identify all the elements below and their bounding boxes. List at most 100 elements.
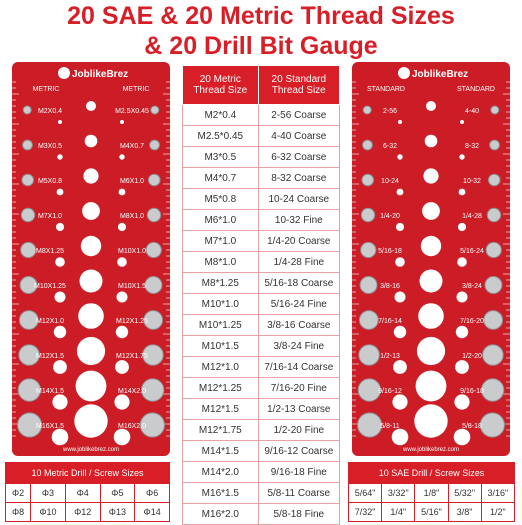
thread-label: M8X1.25: [36, 248, 64, 255]
drill-hole: [76, 336, 106, 366]
thread-bolt: [361, 173, 375, 187]
thread-bolt: [21, 173, 35, 187]
drill-hole: [116, 291, 128, 303]
drill-hole: [416, 336, 446, 366]
thread-label: M10X1.25: [34, 283, 66, 290]
drill-hole: [418, 303, 444, 329]
table-cell: M10*1.0: [182, 293, 259, 315]
drill-hole: [55, 257, 65, 267]
drill-hole: [395, 257, 405, 267]
thread-label: M12X1.75: [116, 353, 148, 360]
drill-hole: [80, 235, 102, 257]
thread-bolt: [150, 105, 160, 115]
table-cell: M16*1.5: [182, 482, 259, 504]
drill-hole: [395, 222, 405, 232]
thread-bolt: [489, 139, 500, 151]
thread-bolt: [139, 412, 165, 438]
table-cell: M14*2.0: [182, 461, 259, 483]
table-row: M8*1.0 1/4-28 Fine: [182, 251, 341, 273]
table-cell: Φ5: [99, 483, 136, 503]
drill-hole: [119, 154, 125, 160]
table-row: M10*1.25 3/8-16 Coarse: [182, 314, 341, 336]
drill-hole: [114, 394, 130, 410]
thread-bolt: [487, 173, 501, 187]
plate-shade: [12, 62, 170, 456]
table-row: M4*0.7 8-32 Coarse: [182, 167, 341, 189]
thread-bolt: [358, 344, 380, 366]
table-cell: M12*1.0: [182, 356, 259, 378]
table-cell: 7/16-20 Fine: [257, 377, 341, 399]
drill-hole: [423, 168, 439, 184]
drill-hole: [54, 291, 66, 303]
thread-bolt: [479, 412, 505, 438]
thread-label: M14X2.0: [118, 388, 146, 395]
thread-bolt: [486, 207, 502, 223]
thread-label: 1/2-13: [380, 353, 400, 360]
scale-label: METRIC: [123, 86, 150, 93]
headline: & 20 Drill Bit Gauge: [144, 32, 378, 60]
drill-hole: [457, 222, 467, 232]
thread-label: M2X0.4: [38, 108, 62, 115]
thread-bolt: [17, 412, 43, 438]
table-row: M8*1.25 5/16-18 Coarse: [182, 272, 341, 294]
thread-bolt: [362, 139, 373, 151]
table-cell: 1/4-28 Fine: [257, 251, 341, 273]
table-cell: 3/16": [480, 483, 516, 503]
drill-hole: [456, 291, 468, 303]
thread-bolt: [360, 241, 377, 259]
thread-label: M2.5X0.45: [115, 108, 149, 115]
table-cell: Φ8: [4, 502, 32, 522]
thread-label: M10X1.0: [118, 248, 146, 255]
thread-label: 5/8-11: [380, 423, 399, 430]
thread-label: M10X1.5: [118, 283, 146, 290]
table-cell: 4-40 Coarse: [257, 125, 341, 147]
table-cell: 1/2": [480, 502, 516, 522]
table-cell: M8*1.25: [182, 272, 259, 294]
table-cell: M4*0.7: [182, 167, 259, 189]
thread-label: 5/16-24: [460, 248, 484, 255]
table-row: M12*1.5 1/2-13 Coarse: [182, 398, 341, 420]
brand: JoblikeBrez: [412, 69, 468, 80]
table-row: M7*1.0 1/4-20 Coarse: [182, 230, 341, 252]
scale-label: STANDARD: [367, 86, 405, 93]
website: www.joblikebrez.com: [402, 447, 459, 453]
thread-label: 3/8-16: [380, 283, 400, 290]
thread-bolt: [485, 241, 502, 259]
drill-hole: [391, 428, 409, 446]
website: www.joblikebrez.com: [62, 447, 119, 453]
drill-hole: [117, 222, 127, 232]
thread-label: 2-56: [383, 108, 397, 115]
table-row: Φ2 Φ3 Φ4 Φ5 Φ6: [4, 483, 170, 503]
drill-hole: [426, 101, 436, 111]
table-cell: Φ13: [99, 502, 136, 522]
thread-label: 3/8-24: [462, 283, 482, 290]
drill-hole: [82, 202, 100, 220]
thread-bolt: [18, 344, 40, 366]
title-row: 10 SAE Drill / Screw Sizes: [348, 462, 515, 484]
table-row: M2.5*0.45 4-40 Coarse: [182, 125, 341, 147]
metric-drill-table: 10 Metric Drill / Screw Sizes Φ2 Φ3 Φ4 Φ5 Φ6 Φ…: [4, 462, 170, 522]
table-cell: 10-24 Coarse: [257, 188, 341, 210]
plate-shade: [352, 62, 510, 456]
table-row: Φ8 Φ10 Φ12 Φ13 Φ14: [4, 502, 170, 522]
drill-hole: [79, 269, 103, 293]
table-cell: M3*0.5: [182, 146, 259, 168]
headline: 20 SAE & 20 Metric Thread Sizes: [67, 2, 455, 30]
drill-hole: [118, 188, 126, 196]
thread-label: M7X1.0: [38, 213, 62, 220]
drill-hole: [397, 154, 403, 160]
table-cell: M10*1.5: [182, 335, 259, 357]
table-cell: 5/16-24 Fine: [257, 293, 341, 315]
table-cell: 3/32": [381, 483, 416, 503]
logo: [58, 67, 70, 79]
thread-bolt: [357, 378, 382, 402]
table-cell: 2-56 Coarse: [257, 104, 341, 126]
thread-label: 10-24: [381, 178, 399, 185]
drill-hole: [115, 360, 129, 374]
thread-bolt: [357, 412, 383, 438]
table-cell: 7/32": [347, 502, 383, 522]
table-row: M10*1.5 3/8-24 Fine: [182, 335, 341, 357]
title-row: 10 Metric Drill / Screw Sizes: [5, 462, 170, 484]
table-row: M12*1.25 7/16-20 Fine: [182, 377, 341, 399]
